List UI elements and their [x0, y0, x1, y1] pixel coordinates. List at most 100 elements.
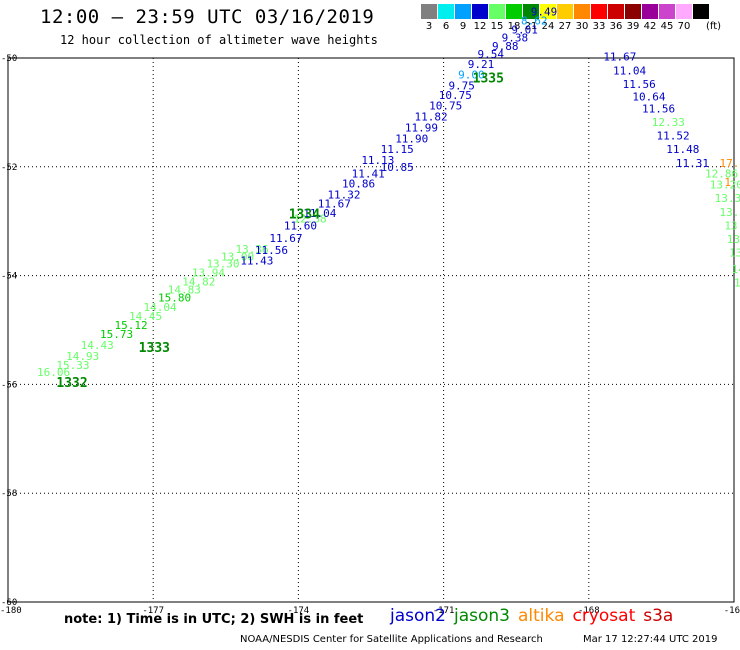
satellite-cryosat: cryosat: [572, 606, 636, 626]
wave-height-label: 11.15: [381, 143, 414, 156]
wave-height-label: 9.88: [492, 40, 519, 53]
lat-tick-label: -50: [1, 54, 17, 64]
wave-height-label: 11.04: [303, 207, 336, 220]
legend-label: 15: [490, 21, 504, 32]
wave-height-label: 13.29: [719, 206, 740, 219]
legend-swatch: [523, 4, 540, 19]
wave-height-label: 13.79: [724, 219, 740, 232]
legend-label: 12: [473, 21, 487, 32]
satellite-altika: altika: [518, 606, 565, 626]
lat-tick-label: -54: [1, 272, 17, 282]
pass-number-label: 1333: [139, 341, 170, 356]
wave-height-label: 14.43: [81, 339, 114, 352]
wave-height-label: 11.60: [284, 219, 317, 232]
wave-height-label: 12.33: [652, 116, 685, 129]
wave-height-label: 13.30: [206, 257, 239, 270]
lat-tick-label: -52: [1, 163, 17, 173]
wave-height-label: 11.56: [642, 102, 675, 115]
wave-height-label: 14.: [732, 263, 740, 276]
observations: 16.0615.3314.9314.4315.7315.1214.4514.04…: [37, 6, 740, 380]
wave-height-label: 11.99: [405, 121, 438, 134]
lat-tick-label: -60: [1, 598, 17, 608]
legend-swatch: [591, 4, 608, 19]
legend-label: 33: [592, 21, 606, 32]
wave-height-label: 13.94: [192, 267, 225, 280]
legend-label: 21: [524, 21, 538, 32]
legend-swatch: [642, 4, 659, 19]
wave-height-label: 14.45: [129, 310, 162, 323]
lat-tick-label: -56: [1, 380, 17, 390]
lon-tick-label: -180: [0, 606, 22, 616]
lon-tick-label: -174: [288, 606, 310, 616]
wave-height-label: 15: [734, 276, 740, 289]
legend-swatch: [540, 4, 557, 19]
legend-label: 3: [425, 21, 433, 32]
wave-height-label: 9.38: [502, 32, 529, 45]
legend-label: 9: [459, 21, 467, 32]
satellite-jason3: jason3: [454, 606, 510, 626]
satellite-s3a: s3a: [643, 606, 674, 626]
legend-swatch: [625, 4, 642, 19]
legend-label: 30: [575, 21, 589, 32]
wave-height-label: 9.54: [477, 48, 504, 61]
wave-height-label: 10.75: [439, 89, 472, 102]
footer-note: note: 1) Time is in UTC; 2) SWH is in fe…: [64, 612, 364, 627]
legend-swatch: [506, 4, 523, 19]
wave-height-label: 13.36: [235, 243, 268, 256]
wave-height-label: 9.49: [531, 6, 558, 19]
wave-height-label: 10.64: [632, 90, 665, 103]
wave-height-label: 15.80: [158, 292, 191, 305]
pass-number-label: 1335: [473, 71, 504, 86]
map-title: 12:00 – 23:59 UTC 03/16/2019: [40, 6, 375, 28]
wave-height-label: 11.41: [352, 168, 385, 181]
map-frame: [7, 57, 735, 603]
generated-timestamp: Mar 17 12:27:44 UTC 2019: [583, 634, 718, 645]
legend-unit: (ft): [706, 21, 722, 32]
legend-label: 18: [507, 21, 521, 32]
credit-line: NOAA/NESDIS Center for Satellite Applica…: [240, 634, 543, 645]
wave-height-label: 11.82: [415, 111, 448, 124]
altika-observations: 17.41: [719, 157, 740, 189]
wave-height-label: 12.86: [705, 168, 738, 181]
legend-label: 36: [609, 21, 623, 32]
wave-height-label: 13.00: [221, 250, 254, 263]
axis-tick-labels: -180 -177 -174 -171 -168 -16 -50 -52 -54 -56 -58 -6…: [0, 54, 740, 616]
wave-height-label: 11.13: [361, 154, 394, 167]
legend-labels: 3 6 9 12 15 18 21 24 27 30 33 36 39 42 45 70: [421, 21, 710, 35]
wave-height-label: 16.06: [37, 366, 70, 379]
wave-height-label: 11.56: [255, 244, 288, 257]
wave-height-label: 9.75: [448, 80, 475, 93]
wave-height-label: 10.75: [429, 100, 462, 113]
wave-height-label: 1: [724, 176, 731, 189]
legend-swatch: [472, 4, 489, 19]
pass-labels: 1332 1333 1334 1335: [56, 71, 504, 391]
wave-height-label: 12.38: [294, 212, 327, 225]
wave-height-label: 14.04: [144, 301, 177, 314]
wave-height-label: 11.67: [318, 198, 351, 211]
wave-height-label: 17.4: [719, 157, 740, 170]
lon-tick-label: -177: [142, 606, 164, 616]
wave-height-label: 11.32: [327, 188, 360, 201]
wave-height-label: 11.67: [603, 51, 636, 64]
jason3-observations: 16.0615.3314.9314.4315.7315.1214.4514.04…: [37, 161, 740, 379]
grid-lines: [7, 57, 735, 603]
map-subtitle: 12 hour collection of altimeter wave hei…: [60, 33, 378, 47]
wave-height-label: 11.48: [666, 143, 699, 156]
legend-swatch: [676, 4, 693, 19]
wave-height-label: 13.20: [710, 179, 740, 192]
wave-height-label: 11.43: [240, 255, 273, 268]
wave-height-label: 10.86: [342, 177, 375, 190]
wave-height-label: 11.56: [623, 78, 656, 91]
wave-height-label: 13.31: [715, 192, 740, 205]
wave-height-label: 11.31: [676, 157, 709, 170]
legend-label: 6: [442, 21, 450, 32]
wave-height-label: 11.90: [395, 132, 428, 145]
pass-number-label: 1334: [289, 207, 320, 222]
legend-swatch: [574, 4, 591, 19]
lon-tick-label: -168: [578, 606, 600, 616]
legend-swatch: [693, 4, 710, 19]
wave-height-label: 13.4: [729, 247, 740, 260]
wave-height-label: 11.52: [657, 130, 690, 143]
lon-tick-label: -171: [433, 606, 455, 616]
